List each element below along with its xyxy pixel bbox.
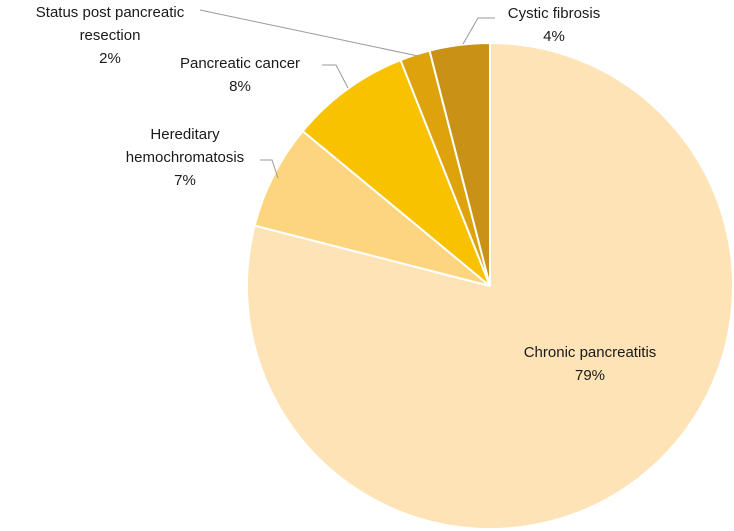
pie-slice-cystic-fibrosis — [428, 41, 491, 287]
leader-lines — [199, 9, 495, 179]
leader-line-status-post-pancreatic-resection — [199, 9, 419, 57]
slice-label-status-post-pancreatic-resection: Status post pancreatic resection 2% — [36, 4, 185, 67]
pie-slices — [246, 41, 734, 530]
slice-label-chronic-pancreatitis: Chronic pancreatitis 79% — [524, 344, 657, 384]
slice-label-cystic-fibrosis: Cystic fibrosis 4% — [508, 5, 601, 45]
slice-label-hereditary-hemochromatosis: Hereditary hemochromatosis 7% — [126, 126, 244, 189]
leader-line-pancreatic-cancer — [322, 64, 349, 89]
pie-slice-hereditary-hemochromatosis — [253, 129, 491, 287]
pie-slice-pancreatic-cancer — [301, 58, 491, 287]
slice-label-pancreatic-cancer: Pancreatic cancer 8% — [180, 55, 300, 95]
slice-labels: Chronic pancreatitis 79% Hereditary hemochr… — [36, 4, 656, 384]
leader-line-cystic-fibrosis — [462, 17, 495, 45]
leader-line-hereditary-hemochromatosis — [260, 159, 279, 179]
